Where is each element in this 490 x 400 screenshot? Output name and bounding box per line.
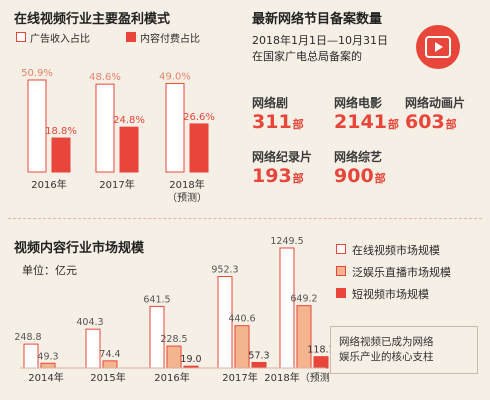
bar-label-live-4: 649.2 (290, 294, 317, 305)
filing-item-value: 603部 (405, 111, 465, 133)
chart3-unit: 单位：亿元 (22, 264, 77, 277)
chart3-title: 视频内容行业市场规模 (14, 241, 145, 256)
filing-item-value: 2141部 (334, 111, 399, 133)
chart2-subtitle-line2: 在国家广电总局备案的 (252, 50, 362, 63)
bar-paid-0 (51, 137, 71, 173)
chart1-title: 在线视频行业主要盈利模式 (14, 12, 171, 27)
legend-live-label: 泛娱乐直播市场规模 (352, 266, 451, 279)
filing-item-name: 网络剧 (252, 96, 289, 110)
bar-live-3 (234, 325, 250, 369)
bar-label-ad-2: 49.0% (159, 71, 191, 82)
bar-ad-2 (165, 82, 185, 173)
filing-value-number: 193 (252, 165, 292, 187)
tick-label-1: 2015年 (90, 371, 125, 384)
bar-paid-2 (189, 123, 209, 173)
bar-label-paid-1: 24.8% (113, 115, 145, 126)
section-divider (8, 218, 482, 219)
chart2-title: 最新网络节目备案数量 (252, 12, 383, 27)
chart2-subtitle-line1: 2018年1月1日—10月31日 (252, 34, 388, 47)
bar-label-online-2: 641.5 (143, 294, 170, 305)
filing-item-animation: 网络动画片 603部 (405, 94, 465, 133)
filing-item-documentary: 网络纪录片 193部 (252, 148, 312, 187)
bar-online-1 (85, 328, 101, 369)
bar-label-short-2: 19.0 (180, 354, 201, 365)
tick-label-4: 2018年（预测） (264, 371, 330, 384)
bar-label-ad-0: 50.9% (21, 68, 53, 79)
legend-online-label: 在线视频市场规模 (352, 244, 440, 257)
filing-item-drama: 网络剧 311部 (252, 94, 304, 133)
tick-label-0: 2016年 (31, 178, 66, 191)
note-line-1: 网络视频已成为网络 (339, 336, 434, 348)
bar-label-online-1: 404.3 (76, 317, 103, 328)
legend-ad-label: 广告收入占比 (30, 34, 90, 45)
bar-label-paid-2: 26.6% (183, 112, 215, 123)
bar-label-short-4: 118.1 (307, 345, 330, 356)
filing-value-unit: 部 (292, 172, 304, 185)
filing-item-name: 网络综艺 (334, 150, 383, 164)
bar-label-live-3: 440.6 (228, 314, 255, 325)
bar-label-paid-0: 18.8% (45, 126, 77, 137)
filing-item-value: 900部 (334, 165, 386, 187)
filing-value-unit: 部 (292, 118, 304, 131)
bar-live-2 (166, 345, 182, 369)
legend-live-swatch (336, 266, 346, 276)
legend-ad-swatch (16, 32, 26, 42)
chart1-plot: 50.9% 18.8% 2016年 48.6% 24.8% 2017年 49.0% 26.6%… (21, 68, 215, 204)
bar-label-live-2: 228.5 (160, 334, 187, 345)
tick-note-2: （预测） (167, 191, 207, 204)
bar-short-3 (251, 361, 267, 369)
filing-item-value: 193部 (252, 165, 312, 187)
legend-paid-label: 内容付费占比 (140, 34, 200, 45)
tick-label-0: 2014年 (28, 371, 63, 384)
bar-label-live-0: 49.3 (37, 351, 58, 362)
bar-live-1 (102, 360, 118, 369)
bar-online-4 (279, 247, 295, 369)
filing-item-value: 311部 (252, 111, 304, 133)
filing-item-name: 网络电影 (334, 96, 383, 110)
bar-label-short-3: 57.3 (248, 350, 269, 361)
filing-item-name: 网络纪录片 (252, 150, 313, 164)
filing-value-number: 603 (405, 111, 445, 133)
bar-paid-1 (119, 126, 139, 173)
legend-paid-swatch (126, 32, 136, 42)
filing-value-number: 900 (334, 165, 374, 187)
bar-short-4 (313, 356, 329, 369)
bar-label-online-3: 952.3 (211, 265, 238, 276)
filing-value-unit: 部 (374, 172, 386, 185)
bar-label-ad-1: 48.6% (89, 72, 121, 83)
bar-live-0 (40, 362, 56, 369)
filing-value-number: 311 (252, 111, 292, 133)
legend-short-label: 短视频市场规模 (352, 288, 429, 301)
legend-short-swatch (336, 288, 346, 298)
bar-ad-0 (27, 79, 47, 173)
tick-label-1: 2017年 (99, 178, 134, 191)
filing-value-unit: 部 (387, 118, 399, 131)
filing-item-name: 网络动画片 (405, 96, 466, 110)
filing-value-number: 2141 (334, 111, 387, 133)
tick-label-2: 2016年 (154, 371, 189, 384)
bar-label-online-0: 248.8 (14, 332, 41, 343)
bar-online-0 (23, 343, 39, 369)
filing-value-unit: 部 (445, 118, 457, 131)
bar-label-live-1: 74.4 (99, 349, 120, 360)
bar-label-online-4: 1249.5 (270, 236, 303, 247)
filing-item-movie: 网络电影 2141部 (334, 94, 399, 133)
legend-online-swatch (336, 244, 346, 254)
filing-item-variety: 网络综艺 900部 (334, 148, 386, 187)
play-icon (416, 25, 460, 69)
chart3-note: 网络视频已成为网络 娱乐产业的核心支柱 (330, 326, 478, 374)
tick-label-3: 2017年 (222, 371, 257, 384)
bar-ad-1 (95, 83, 115, 173)
bar-live-4 (296, 305, 312, 369)
note-line-2: 娱乐产业的核心支柱 (339, 351, 434, 363)
tick-label-2: 2018年 (169, 178, 204, 191)
chart3-plot: 248.8 49.3 2014年 404.3 74.4 2015年 641.5 228.5 19… (14, 236, 330, 384)
